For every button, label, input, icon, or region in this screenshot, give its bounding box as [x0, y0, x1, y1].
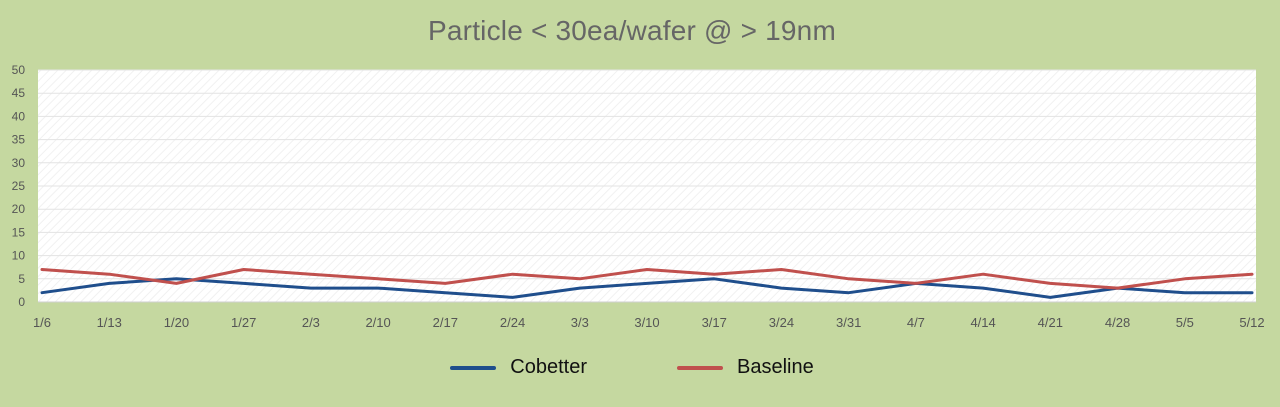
y-tick-label: 20 [12, 202, 26, 216]
legend-swatch-baseline [677, 365, 723, 370]
x-tick-label: 2/3 [302, 315, 320, 330]
x-tick-label: 2/10 [365, 315, 390, 330]
gridlines [38, 69, 1256, 303]
y-tick-label: 35 [12, 133, 26, 147]
y-tick-label: 50 [12, 63, 26, 77]
series-line-cobetter[interactable] [40, 277, 1254, 299]
x-tick-label: 4/14 [970, 315, 995, 330]
x-tick-label: 3/10 [634, 315, 659, 330]
chart-title: Particle < 30ea/wafer @ > 19nm [428, 15, 836, 46]
y-tick-label: 15 [12, 225, 26, 239]
x-tick-label: 3/31 [836, 315, 861, 330]
x-tick-label: 3/3 [571, 315, 589, 330]
y-tick-label: 30 [12, 156, 26, 170]
x-tick-label: 1/27 [231, 315, 256, 330]
y-tick-label: 0 [18, 295, 25, 309]
legend-swatch-cobetter [450, 365, 497, 370]
x-tick-label: 5/5 [1176, 315, 1194, 330]
x-tick-label: 3/24 [769, 315, 794, 330]
y-tick-label: 5 [18, 272, 25, 286]
x-tick-label: 1/6 [33, 315, 51, 330]
y-axis-ticks: 0 5 10 15 20 25 30 35 40 45 50 [12, 63, 26, 309]
x-tick-label: 2/24 [500, 315, 525, 330]
y-tick-label: 45 [12, 86, 26, 100]
series-lines [40, 268, 1254, 299]
x-tick-label: 4/21 [1038, 315, 1063, 330]
y-tick-label: 40 [12, 109, 26, 123]
x-tick-label: 4/7 [907, 315, 925, 330]
legend-item-baseline[interactable]: Baseline [677, 356, 814, 379]
x-tick-label: 1/13 [97, 315, 122, 330]
x-tick-label: 2/17 [433, 315, 458, 330]
x-tick-label: 5/12 [1239, 315, 1264, 330]
legend-item-cobetter[interactable]: Cobetter [450, 356, 587, 379]
legend: Cobetter Baseline [0, 356, 1264, 379]
x-axis-ticks: 1/6 1/13 1/20 1/27 2/3 2/10 2/17 2/24 3/3 3/10 3/1… [33, 315, 1265, 330]
x-tick-label: 1/20 [164, 315, 189, 330]
series-line-baseline[interactable] [40, 268, 1254, 290]
legend-label-baseline: Baseline [737, 356, 814, 378]
y-tick-label: 10 [12, 249, 26, 263]
y-tick-label: 25 [12, 179, 26, 193]
legend-label-cobetter: Cobetter [510, 356, 587, 378]
x-tick-label: 4/28 [1105, 315, 1130, 330]
x-tick-label: 3/17 [702, 315, 727, 330]
